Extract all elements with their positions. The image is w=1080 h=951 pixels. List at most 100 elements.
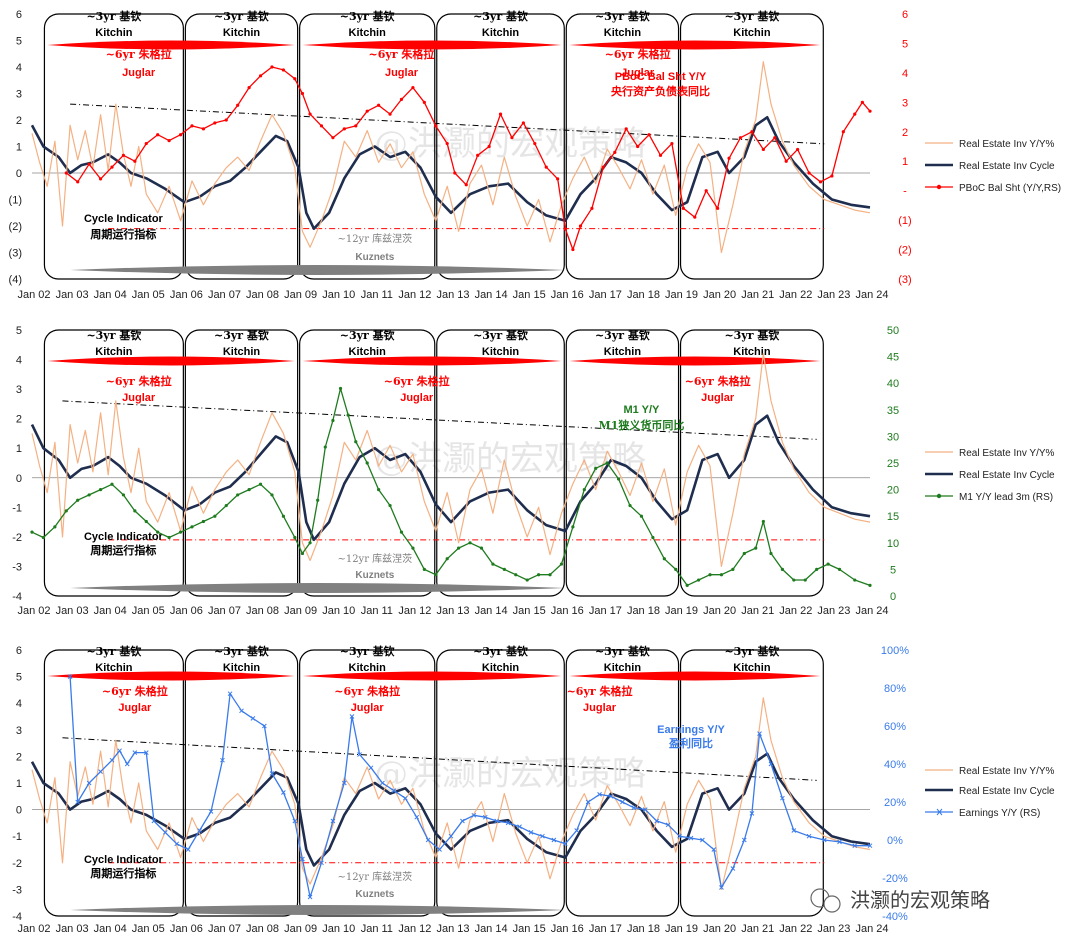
data-point: [636, 144, 640, 149]
y-tick-left: 6: [16, 645, 22, 657]
kitchin-label-cn: ~3yr 基钦: [86, 644, 141, 658]
data-point: [700, 837, 705, 843]
y-tick-left: -3: [12, 884, 22, 896]
y-tick-left: 2: [16, 751, 22, 763]
x-tick-label: Jan 09: [284, 923, 317, 935]
chart-panel-pbc: @洪灏的宏观策略 (4) (3) (2) (1) 0 1 2 3 4 5 6 (3) (2) (1) - 1 2 3…: [9, 9, 1062, 301]
data-point: [156, 133, 160, 137]
data-point: [330, 818, 336, 824]
data-point: [185, 847, 191, 852]
data-point: [144, 141, 148, 146]
y-tick-right: 5: [890, 564, 896, 576]
data-point: [487, 144, 491, 149]
y-tick-left: 2: [16, 414, 22, 426]
x-tick-label: Jan 21: [741, 605, 774, 617]
data-point: [716, 206, 720, 210]
x-tick-label: Jan 19: [665, 289, 698, 301]
y-tick-right: 100%: [881, 645, 909, 657]
kitchin-label-en: Kitchin: [482, 662, 520, 674]
data-point: [357, 752, 362, 757]
data-point: [388, 503, 392, 508]
juglar-cycle-bar: [569, 40, 821, 50]
juglar-label-en: Juglar: [385, 67, 419, 79]
kuznets-cycle-bar: [70, 905, 566, 915]
kitchin-cycle-box: [565, 329, 680, 597]
data-point: [837, 839, 842, 845]
juglar-cycle-bar: [302, 671, 562, 681]
x-tick-label: Jan 09: [284, 289, 317, 301]
data-point: [750, 130, 754, 134]
data-point: [654, 818, 660, 824]
legend-label: Real Estate Inv Y/Y%: [959, 139, 1055, 150]
legend-label: Real Estate Inv Cycle: [959, 786, 1055, 797]
data-point: [319, 124, 324, 128]
y-tick-left: 5: [16, 672, 22, 684]
data-point: [354, 440, 358, 444]
data-point: [464, 183, 468, 187]
data-point: [87, 162, 91, 166]
series-annotation-cn: M1狭义货币同比: [599, 418, 685, 432]
data-point: [341, 780, 347, 786]
y-tick-right: -: [903, 186, 907, 198]
y-tick-right: 1: [902, 156, 908, 168]
x-tick-label: Jan 08: [246, 289, 279, 301]
data-point: [749, 811, 755, 816]
x-tick-label: Jan 10: [322, 923, 355, 935]
data-point: [594, 466, 598, 470]
data-point: [537, 573, 541, 577]
data-point: [197, 828, 202, 833]
x-tick-label: Jan 16: [551, 605, 584, 617]
kuznets-cycle-bar: [70, 265, 566, 275]
y-tick-left: 1: [16, 778, 22, 790]
chart-panel-earn: @洪灏的宏观策略 -4 -3 -2 -1 0 1 2 3 4 5 6 -40% -20% 0% 20% 40% 6…: [12, 644, 1055, 935]
kitchin-label-en: Kitchin: [223, 27, 261, 39]
x-tick-label: Jan 18: [627, 605, 660, 617]
data-point: [860, 100, 864, 104]
kitchin-label-cn: ~3yr 基钦: [214, 328, 269, 342]
y-tick-right: 50: [887, 325, 899, 337]
data-point: [571, 525, 575, 529]
data-point: [208, 809, 214, 814]
series-line-2: [69, 676, 870, 898]
data-point: [365, 109, 369, 113]
x-tick-label: Jan 16: [551, 289, 584, 301]
juglar-cycle-bar: [47, 40, 295, 50]
x-tick-label: Jan 22: [779, 605, 812, 617]
data-point: [544, 165, 548, 169]
secular-trend-line: [70, 103, 825, 145]
x-tick-label: Jan 17: [589, 923, 622, 935]
x-tick-label: Jan 02: [17, 605, 50, 617]
data-point: [665, 822, 671, 828]
data-point: [86, 780, 92, 786]
x-tick-label: Jan 18: [627, 923, 660, 935]
data-point: [815, 567, 819, 572]
y-tick-left: (2): [9, 221, 22, 233]
kitchin-label-cn: ~3yr 基钦: [473, 644, 528, 658]
data-point: [528, 830, 534, 835]
data-point: [708, 573, 712, 577]
data-point: [67, 674, 73, 679]
data-point: [613, 150, 617, 154]
kitchin-label-en: Kitchin: [604, 662, 642, 674]
data-point: [133, 509, 137, 513]
data-point: [582, 488, 586, 492]
data-point: [510, 136, 514, 140]
data-point: [110, 165, 114, 169]
data-point: [677, 833, 682, 839]
data-point: [270, 65, 274, 69]
secular-trend-line: [62, 737, 817, 781]
data-point: [658, 153, 663, 157]
data-point: [830, 174, 834, 178]
x-tick-label: Jan 21: [741, 923, 774, 935]
kitchin-label-cn: ~3yr 基钦: [473, 9, 528, 23]
data-point: [262, 723, 267, 729]
x-tick-label: Jan 04: [94, 923, 127, 935]
wechat-icon-bubble: [823, 895, 841, 913]
cycle-indicator-label-cn: 周期运行指标: [90, 543, 156, 557]
x-tick-label: Jan 13: [436, 605, 469, 617]
data-point: [190, 124, 194, 128]
data-point: [41, 535, 46, 540]
cycle-indicator-label-en: Cycle Indicator: [84, 531, 164, 543]
data-point: [110, 482, 114, 486]
y-tick-right: 5: [902, 38, 908, 50]
